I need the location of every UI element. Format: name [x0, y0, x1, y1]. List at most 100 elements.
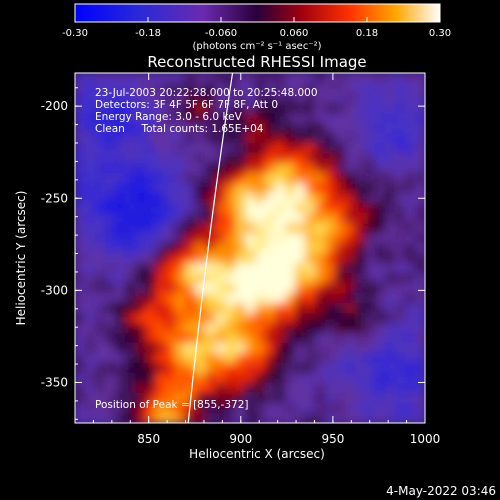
image-pixel [235, 243, 246, 254]
image-pixel [255, 103, 266, 114]
image-pixel [345, 333, 356, 344]
image-pixel [125, 353, 136, 364]
image-pixel [195, 223, 206, 234]
image-pixel [125, 303, 136, 314]
image-pixel [335, 383, 346, 394]
image-pixel [115, 183, 126, 194]
image-pixel [105, 363, 116, 374]
image-pixel [205, 363, 216, 374]
image-pixel [295, 233, 306, 244]
image-pixel [145, 133, 156, 144]
image-pixel [195, 153, 206, 164]
image-pixel [275, 193, 286, 204]
image-pixel [275, 223, 286, 234]
image-pixel [125, 113, 136, 124]
plot-frame [74, 72, 426, 424]
image-pixel [85, 213, 96, 224]
image-pixel [265, 253, 276, 264]
image-pixel [405, 323, 416, 334]
image-pixel [85, 203, 96, 214]
image-pixel [105, 303, 116, 314]
image-pixel [135, 243, 146, 254]
image-pixel [415, 213, 425, 224]
image-pixel [385, 353, 396, 364]
image-pixel [185, 213, 196, 224]
image-pixel [95, 343, 106, 354]
image-pixel [85, 293, 96, 304]
image-pixel [235, 313, 246, 324]
image-pixel [165, 193, 176, 204]
image-pixel [405, 73, 416, 84]
image-pixel [195, 343, 206, 354]
image-pixel [225, 353, 236, 364]
image-pixel [275, 163, 286, 174]
image-pixel [405, 153, 416, 164]
image-pixel [155, 283, 166, 294]
image-pixel [195, 203, 206, 214]
image-pixel [325, 113, 336, 124]
image-pixel [365, 293, 376, 304]
image-pixel [215, 223, 226, 234]
image-pixel [385, 223, 396, 234]
image-pixel [265, 373, 276, 384]
image-pixel [295, 273, 306, 284]
image-pixel [75, 413, 86, 423]
image-pixel [175, 403, 186, 414]
image-pixel [165, 173, 176, 184]
image-pixel [295, 83, 306, 94]
image-pixel [115, 153, 126, 164]
image-pixel [365, 283, 376, 294]
image-pixel [275, 323, 286, 334]
image-pixel [235, 273, 246, 284]
image-pixel [285, 143, 296, 154]
image-pixel [365, 273, 376, 284]
image-pixel [75, 183, 86, 194]
image-pixel [235, 93, 246, 104]
image-pixel [255, 93, 266, 104]
image-pixel [225, 243, 236, 254]
image-pixel [185, 293, 196, 304]
image-pixel [85, 133, 96, 144]
image-pixel [395, 413, 406, 423]
image-pixel [195, 323, 206, 334]
image-pixel [135, 233, 146, 244]
image-pixel [395, 83, 406, 94]
image-pixel [195, 163, 206, 174]
image-pixel [195, 273, 206, 284]
image-pixel [115, 393, 126, 404]
image-pixel [125, 373, 136, 384]
image-pixel [215, 303, 226, 314]
image-pixel [315, 363, 326, 374]
image-pixel [205, 353, 216, 364]
image-pixel [235, 233, 246, 244]
image-pixel [405, 293, 416, 304]
image-pixel [275, 133, 286, 144]
image-pixel [255, 293, 266, 304]
image-pixel [175, 273, 186, 284]
image-pixel [365, 123, 376, 134]
image-pixel [415, 143, 425, 154]
image-pixel [165, 323, 176, 334]
image-pixel [285, 183, 296, 194]
image-pixel [135, 153, 146, 164]
image-pixel [275, 173, 286, 184]
image-pixel [105, 163, 116, 174]
image-pixel [305, 83, 316, 94]
image-pixel [295, 403, 306, 414]
image-pixel [325, 153, 336, 164]
image-pixel [95, 193, 106, 204]
image-pixel [345, 283, 356, 294]
image-pixel [75, 203, 86, 214]
image-pixel [255, 213, 266, 224]
image-pixel [225, 223, 236, 234]
image-pixel [245, 233, 256, 244]
image-pixel [295, 373, 306, 384]
image-pixel [415, 303, 425, 314]
image-pixel [325, 93, 336, 104]
image-pixel [85, 173, 96, 184]
image-pixel [115, 373, 126, 384]
image-pixel [325, 333, 336, 344]
image-pixel [255, 283, 266, 294]
image-pixel [145, 313, 156, 324]
image-pixel [145, 183, 156, 194]
